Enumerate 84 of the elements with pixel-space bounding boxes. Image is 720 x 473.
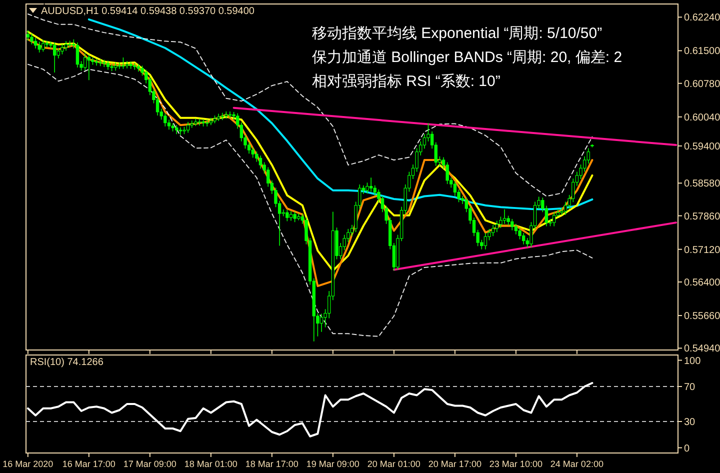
- candlestick: [26, 30, 30, 42]
- y-tick-label: 0.56400: [684, 277, 720, 288]
- candlestick: [98, 58, 102, 67]
- annotation: 相对强弱指标 RSI “系数: 10”: [312, 73, 500, 90]
- y-tick-label: 0.57860: [684, 211, 720, 222]
- candlestick: [87, 54, 91, 81]
- candlestick: [206, 119, 209, 127]
- candlestick: [94, 58, 98, 66]
- candlestick: [266, 166, 270, 188]
- candlestick: [52, 42, 56, 73]
- candlestick: [198, 118, 202, 126]
- candlestick: [491, 224, 495, 237]
- candlestick: [34, 38, 38, 49]
- y-tick-label: 0.54940: [684, 344, 720, 355]
- y-tick-label: 30: [684, 417, 696, 428]
- y-tick-label: 0.61500: [684, 46, 720, 58]
- candlestick: [251, 146, 254, 158]
- annotation: 移动指数平均线 Exponential “周期: 5/10/50”: [312, 25, 602, 42]
- candlestick: [552, 211, 556, 227]
- y-tick-label: 0.57120: [684, 244, 720, 256]
- candlestick: [373, 184, 376, 196]
- candlestick: [247, 142, 251, 154]
- candlestick: [228, 111, 232, 119]
- candlestick: [522, 232, 526, 245]
- candlestick: [164, 112, 167, 127]
- y-tick-label: 0.62240: [684, 12, 720, 24]
- y-tick-label: 0.60780: [684, 78, 720, 90]
- candlestick: [446, 162, 449, 184]
- x-tick-label: 20 Mar 17:00: [428, 459, 482, 469]
- candlestick: [453, 180, 457, 196]
- y-tick-label: 0.55660: [684, 311, 720, 322]
- candlestick: [30, 33, 34, 45]
- candlestick: [220, 112, 224, 120]
- candlestick: [586, 148, 590, 164]
- x-tick-label: 16 Mar 2020: [2, 459, 54, 469]
- x-tick-label: 23 Mar 10:00: [489, 459, 542, 469]
- y-tick-label: 0: [684, 443, 690, 454]
- candlestick: [289, 210, 293, 222]
- candlestick: [175, 124, 178, 135]
- candlestick: [56, 48, 60, 59]
- candlestick: [564, 201, 568, 216]
- candlestick: [76, 42, 80, 68]
- candlestick: [484, 232, 488, 250]
- candlestick: [422, 134, 426, 150]
- candlestick: [582, 156, 586, 172]
- candlestick: [60, 44, 64, 55]
- x-tick-label: 18 Mar 17:00: [245, 459, 298, 469]
- chart-title: RSI(10) 74.1266: [30, 357, 104, 368]
- line-series: [27, 64, 593, 337]
- x-tick-label: 16 Mar 17:00: [62, 459, 116, 469]
- candlestick: [495, 220, 498, 232]
- candlestick: [510, 218, 514, 231]
- y-tick-label: 100: [684, 356, 702, 367]
- chart-title: AUDUSD,H1 0.59414 0.59438 0.59370 0.59400: [41, 6, 255, 17]
- candlestick: [369, 177, 373, 192]
- candlestick: [293, 211, 296, 223]
- y-tick-label: 0.59400: [684, 141, 720, 152]
- x-tick-label: 19 Mar 09:00: [306, 459, 360, 469]
- candlestick: [320, 313, 324, 332]
- candlestick: [186, 122, 190, 134]
- y-tick-label: 0.60040: [684, 112, 720, 124]
- x-tick-label: 17 Mar 09:00: [123, 459, 176, 469]
- candlestick: [167, 119, 171, 130]
- candlestick: [125, 60, 129, 69]
- candlestick: [84, 53, 87, 71]
- candlestick: [45, 40, 49, 48]
- candlestick: [502, 209, 506, 224]
- x-tick-label: 24 Mar 02:00: [550, 459, 604, 469]
- y-tick-label: 70: [684, 382, 696, 393]
- candlestick: [122, 57, 125, 70]
- x-tick-label: 18 Mar 01:00: [184, 459, 238, 469]
- annotation: 保力加通道 Bollinger BANDs “周期: 20, 偏差: 2: [312, 49, 622, 66]
- candlestick: [42, 39, 45, 52]
- y-tick-label: 0.58580: [684, 178, 720, 190]
- candlestick: [286, 209, 289, 222]
- candlestick: [38, 41, 41, 53]
- candlestick: [129, 61, 132, 70]
- candlestick: [64, 40, 68, 52]
- x-tick-label: 20 Mar 01:00: [367, 459, 420, 469]
- candlestick: [106, 60, 110, 70]
- candlestick: [514, 224, 518, 235]
- candlestick: [118, 62, 122, 70]
- line-series: [26, 382, 594, 438]
- candlestick: [258, 155, 262, 170]
